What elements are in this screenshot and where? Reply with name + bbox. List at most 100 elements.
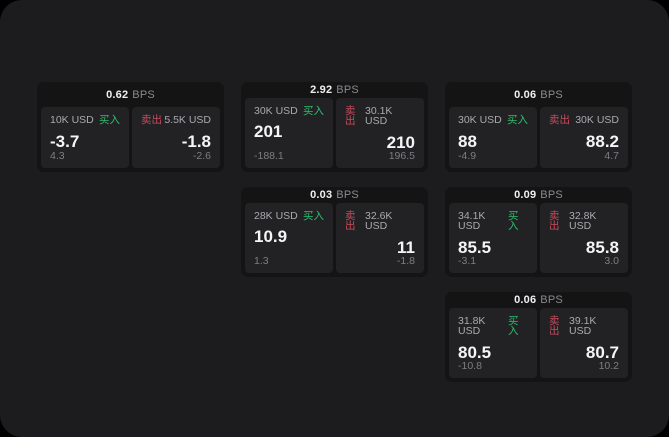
sell-side-label: 卖出 — [345, 209, 356, 232]
buy-price: 85.5 — [458, 237, 492, 257]
sell-panel-top: 卖出 30K USD — [549, 115, 619, 126]
bps-value: 0.06 — [514, 293, 537, 306]
bps-unit-label: BPS — [336, 83, 359, 96]
buy-panel-top: 30K USD 买入 — [458, 115, 528, 126]
buy-size: 34.1K USD — [458, 209, 486, 232]
quote-card-2[interactable]: 2.92 BPS 30K USD 买入 201 -188.1 卖出 30.1K … — [241, 82, 428, 172]
buy-price: 80.5 — [458, 342, 492, 362]
quote-body: 34.1K USD 买入 85.5 -3.1 卖出 32.8K USD 85.8… — [445, 202, 632, 278]
buy-side-label: 买入 — [508, 314, 519, 337]
sell-price: -1.8 — [181, 131, 211, 151]
buy-panel-top: 31.8K USD 买入 — [458, 314, 528, 337]
buy-panel[interactable]: 30K USD 买入 201 -188.1 — [245, 97, 333, 168]
quote-card-3[interactable]: 0.06 BPS 30K USD 买入 88 -4.9 卖出 30K USD — [445, 82, 632, 172]
buy-change: 1.3 — [254, 254, 269, 267]
buy-side-label: 买入 — [507, 114, 528, 126]
buy-side-label: 买入 — [99, 114, 120, 126]
buy-size: 10K USD — [50, 114, 94, 126]
buy-panel-top: 30K USD 买入 — [254, 104, 324, 117]
sell-panel[interactable]: 卖出 30K USD 88.2 4.7 — [540, 107, 628, 168]
quote-body: 10K USD 买入 -3.7 4.3 卖出 5.5K USD -1.8 -2.… — [37, 107, 224, 172]
sell-size: 32.6K USD — [364, 209, 393, 232]
buy-size: 28K USD — [254, 209, 298, 222]
bps-unit-label: BPS — [540, 293, 563, 306]
bps-unit-label: BPS — [336, 188, 359, 201]
bps-unit-label: BPS — [540, 188, 563, 201]
sell-change: -2.6 — [192, 149, 211, 162]
buy-change: -3.1 — [458, 254, 477, 267]
sell-size: 39.1K USD — [568, 314, 597, 337]
sell-price: 85.8 — [585, 237, 619, 257]
sell-side-label: 卖出 — [549, 314, 560, 337]
buy-price: -3.7 — [50, 131, 80, 151]
quote-card-1[interactable]: 0.62 BPS 10K USD 买入 -3.7 4.3 卖出 5.5K USD — [37, 82, 224, 172]
quote-body: 28K USD 买入 10.9 1.3 卖出 32.6K USD 11 -1.8 — [241, 202, 428, 278]
sell-side-label: 卖出 — [549, 209, 560, 232]
bps-header: 0.03 BPS — [241, 187, 428, 203]
sell-price: 88.2 — [585, 131, 619, 151]
sell-side-label: 卖出 — [549, 114, 570, 126]
buy-side-label: 买入 — [303, 104, 324, 117]
buy-size: 30K USD — [458, 114, 502, 126]
bps-header: 2.92 BPS — [241, 82, 428, 98]
sell-change: 196.5 — [388, 149, 415, 162]
sell-panel-top: 卖出 32.6K USD — [345, 209, 415, 232]
quote-body: 30K USD 买入 201 -188.1 卖出 30.1K USD 210 1… — [241, 97, 428, 173]
sell-price: 11 — [397, 237, 415, 257]
quote-card-6[interactable]: 0.06 BPS 31.8K USD 买入 80.5 -10.8 卖出 39.1… — [445, 292, 632, 382]
buy-change: -4.9 — [458, 149, 477, 162]
bps-value: 0.03 — [310, 188, 333, 201]
sell-panel[interactable]: 卖出 30.1K USD 210 196.5 — [336, 97, 424, 168]
quote-grid: 0.62 BPS 10K USD 买入 -3.7 4.3 卖出 5.5K USD — [37, 82, 632, 382]
buy-panel[interactable]: 28K USD 买入 10.9 1.3 — [245, 202, 333, 273]
buy-size: 30K USD — [254, 104, 298, 117]
buy-panel[interactable]: 31.8K USD 买入 80.5 -10.8 — [449, 307, 537, 378]
sell-size: 5.5K USD — [164, 114, 211, 126]
buy-panel-top: 34.1K USD 买入 — [458, 209, 528, 232]
bps-value: 0.06 — [514, 88, 537, 101]
bps-value: 0.62 — [106, 88, 129, 101]
sell-change: 4.7 — [604, 149, 619, 162]
buy-price: 201 — [254, 122, 283, 141]
sell-panel[interactable]: 卖出 32.6K USD 11 -1.8 — [336, 202, 424, 273]
quote-card-4[interactable]: 0.03 BPS 28K USD 买入 10.9 1.3 卖出 32.6K US… — [241, 187, 428, 277]
bps-value: 0.09 — [514, 188, 537, 201]
sell-panel-top: 卖出 32.8K USD — [549, 209, 619, 232]
buy-panel[interactable]: 30K USD 买入 88 -4.9 — [449, 107, 537, 168]
bps-header: 0.06 BPS — [445, 82, 632, 107]
bps-unit-label: BPS — [132, 88, 155, 101]
sell-panel-top: 卖出 30.1K USD — [345, 104, 415, 127]
bps-header: 0.06 BPS — [445, 292, 632, 308]
sell-side-label: 卖出 — [345, 104, 356, 127]
bps-unit-label: BPS — [540, 88, 563, 101]
sell-panel[interactable]: 卖出 39.1K USD 80.7 10.2 — [540, 307, 628, 378]
bps-value: 2.92 — [310, 83, 333, 96]
buy-side-label: 买入 — [508, 209, 519, 232]
sell-size: 32.8K USD — [568, 209, 597, 232]
quote-card-5[interactable]: 0.09 BPS 34.1K USD 买入 85.5 -3.1 卖出 32.8K… — [445, 187, 632, 277]
buy-panel-top: 10K USD 买入 — [50, 115, 120, 126]
sell-panel[interactable]: 卖出 5.5K USD -1.8 -2.6 — [132, 107, 220, 168]
buy-price: 88 — [458, 131, 477, 151]
sell-side-label: 卖出 — [141, 114, 162, 126]
buy-panel-top: 28K USD 买入 — [254, 209, 324, 222]
sell-change: 3.0 — [604, 254, 619, 267]
quote-body: 30K USD 买入 88 -4.9 卖出 30K USD 88.2 4.7 — [445, 107, 632, 172]
buy-panel[interactable]: 10K USD 买入 -3.7 4.3 — [41, 107, 129, 168]
sell-change: 10.2 — [598, 359, 619, 372]
buy-panel[interactable]: 34.1K USD 买入 85.5 -3.1 — [449, 202, 537, 273]
sell-price: 80.7 — [585, 342, 619, 362]
bps-header: 0.09 BPS — [445, 187, 632, 203]
buy-side-label: 买入 — [303, 209, 324, 222]
sell-panel[interactable]: 卖出 32.8K USD 85.8 3.0 — [540, 202, 628, 273]
buy-price: 10.9 — [254, 227, 288, 246]
buy-change: -10.8 — [458, 359, 482, 372]
bps-header: 0.62 BPS — [37, 82, 224, 107]
quote-body: 31.8K USD 买入 80.5 -10.8 卖出 39.1K USD 80.… — [445, 307, 632, 383]
buy-size: 31.8K USD — [458, 314, 486, 337]
sell-size: 30.1K USD — [364, 104, 393, 127]
buy-change: -188.1 — [254, 149, 284, 162]
sell-panel-top: 卖出 5.5K USD — [141, 115, 211, 126]
sell-size: 30K USD — [575, 114, 619, 126]
